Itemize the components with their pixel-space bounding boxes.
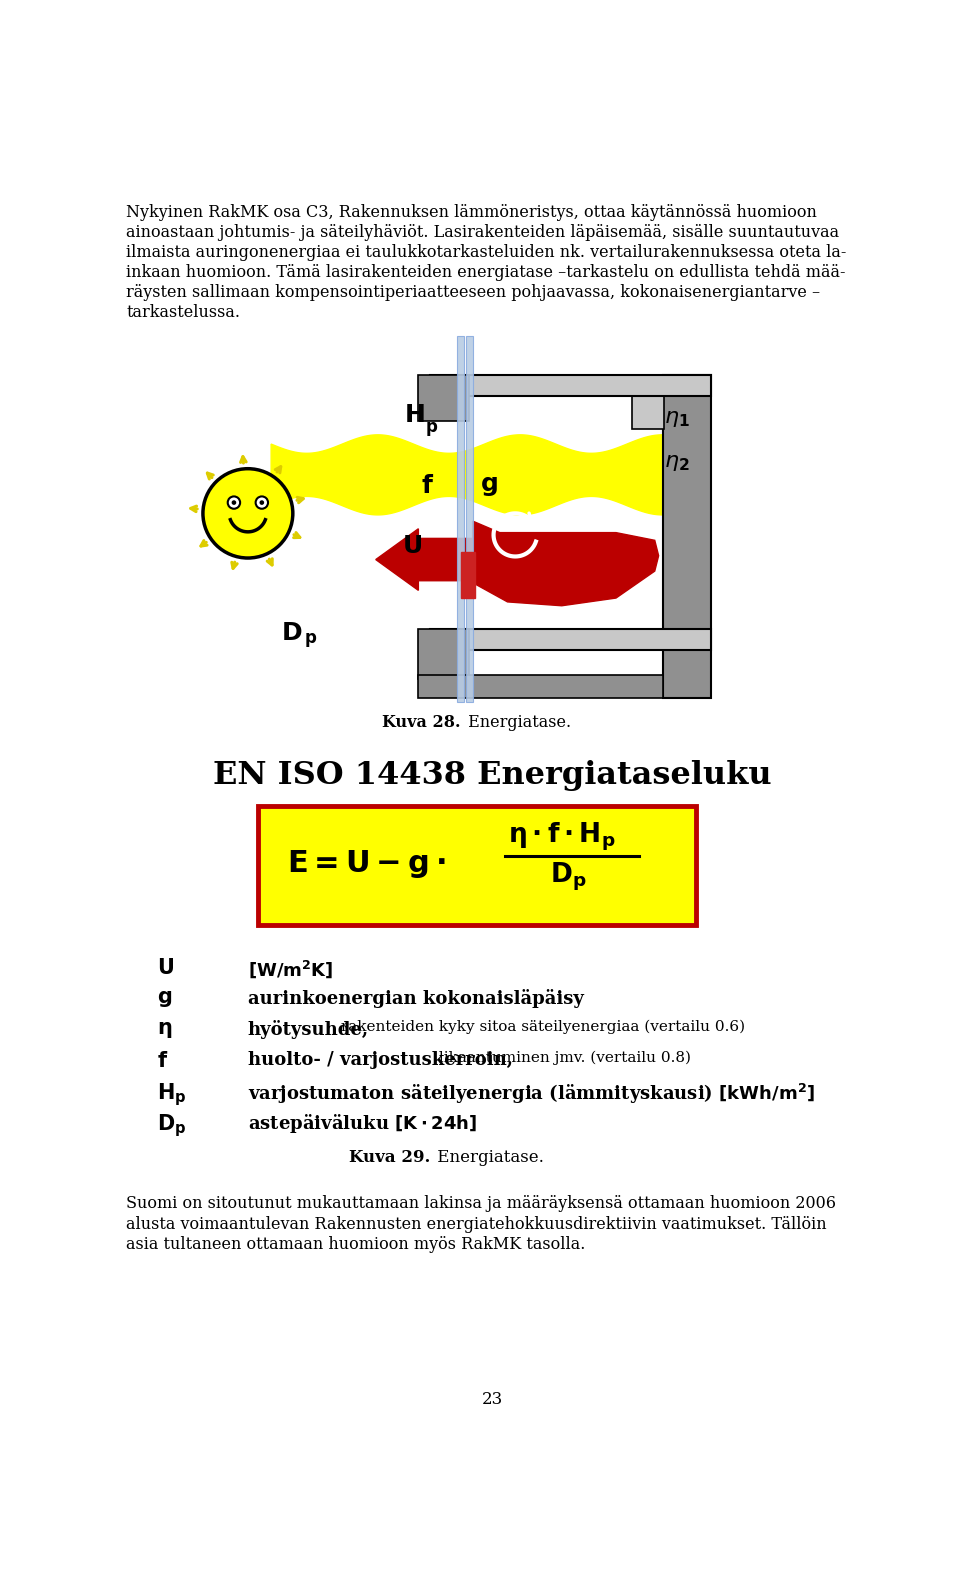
Text: inkaan huomioon. Tämä lasirakenteiden energiatase –tarkastelu on edullista tehdä: inkaan huomioon. Tämä lasirakenteiden en… xyxy=(126,264,846,280)
Bar xyxy=(632,375,664,429)
Text: ilmaista auringonenergiaa ei taulukkotarkasteluiden nk. vertailurakennuksessa ot: ilmaista auringonenergiaa ei taulukkotar… xyxy=(126,244,847,261)
Text: $\mathbf{D_p}$: $\mathbf{D_p}$ xyxy=(550,861,587,893)
Text: Kuva 28.: Kuva 28. xyxy=(382,714,461,731)
Text: tarkastelussa.: tarkastelussa. xyxy=(126,304,240,321)
Text: likaantuminen jmv. (vertailu 0.8): likaantuminen jmv. (vertailu 0.8) xyxy=(434,1051,691,1065)
Text: $\mathbf{H_p}$: $\mathbf{H_p}$ xyxy=(157,1081,187,1108)
Text: $\mathbf{g}$: $\mathbf{g}$ xyxy=(480,475,498,499)
Circle shape xyxy=(259,500,264,505)
Text: $\mathbf{D}$: $\mathbf{D}$ xyxy=(280,621,302,644)
Bar xyxy=(662,375,710,698)
Text: $\mathbf{E = U - g \cdot}$: $\mathbf{E = U - g \cdot}$ xyxy=(287,848,445,880)
Bar xyxy=(419,674,662,698)
Bar xyxy=(461,552,475,598)
Bar xyxy=(419,628,468,679)
Text: $\mathbf{p}$: $\mathbf{p}$ xyxy=(424,419,438,438)
Text: hyötysuhde,: hyötysuhde, xyxy=(248,1019,369,1038)
Text: $\mathbf{U}$: $\mathbf{U}$ xyxy=(157,958,174,978)
Text: varjostumaton säteilyenergia (lämmityskausi) $\mathbf{[kWh/m^2]}$: varjostumaton säteilyenergia (lämmityska… xyxy=(248,1081,815,1105)
Text: $\eta_{\mathbf{2}}$: $\eta_{\mathbf{2}}$ xyxy=(664,453,689,473)
Text: Nykyinen RakMK osa C3, Rakennuksen lämmöneristys, ottaa käytännössä huomioon: Nykyinen RakMK osa C3, Rakennuksen lämmö… xyxy=(126,204,817,220)
Text: huolto- / varjostuskerroin,: huolto- / varjostuskerroin, xyxy=(248,1051,513,1069)
Text: $\mathbf{f}$: $\mathbf{f}$ xyxy=(157,1051,168,1070)
Circle shape xyxy=(231,500,236,505)
Text: rakenteiden kyky sitoa säteilyenergiaa (vertailu 0.6): rakenteiden kyky sitoa säteilyenergiaa (… xyxy=(336,1019,745,1034)
Text: $\mathbf{g}$: $\mathbf{g}$ xyxy=(157,989,173,1010)
Text: ainoastaan johtumis- ja säteilyhäviöt. Lasirakenteiden läpäisemää, sisälle suunt: ainoastaan johtumis- ja säteilyhäviöt. L… xyxy=(126,223,839,241)
Text: $\mathbf{\eta}$: $\mathbf{\eta}$ xyxy=(157,1019,173,1040)
Circle shape xyxy=(203,469,293,559)
Text: Energiatase.: Energiatase. xyxy=(432,1149,543,1165)
Text: $\mathbf{f}$: $\mathbf{f}$ xyxy=(420,475,434,499)
Polygon shape xyxy=(472,521,659,606)
Text: $\mathbf{\eta \cdot f \cdot H_p}$: $\mathbf{\eta \cdot f \cdot H_p}$ xyxy=(508,820,615,853)
Text: $\mathbf{H}$: $\mathbf{H}$ xyxy=(404,404,424,427)
Text: aurinkoenergian kokonaisläpäisy: aurinkoenergian kokonaisläpäisy xyxy=(248,989,584,1008)
FancyArrow shape xyxy=(375,529,472,590)
Bar xyxy=(467,336,473,701)
Bar xyxy=(430,628,710,651)
Circle shape xyxy=(255,497,268,508)
Text: EN ISO 14438 Energiataseluku: EN ISO 14438 Energiataseluku xyxy=(213,760,771,792)
Bar xyxy=(457,336,464,701)
Text: Suomi on sitoutunut mukauttamaan lakinsa ja määräyksensä ottamaan huomioon 2006: Suomi on sitoutunut mukauttamaan lakinsa… xyxy=(126,1195,836,1213)
Bar xyxy=(430,375,710,396)
Polygon shape xyxy=(271,435,662,514)
Text: 23: 23 xyxy=(481,1391,503,1409)
Text: alusta voimaantulevan Rakennusten energiatehokkuusdirektiivin vaatimukset. Tällö: alusta voimaantulevan Rakennusten energi… xyxy=(126,1216,827,1233)
Text: Energiatase.: Energiatase. xyxy=(463,714,570,731)
Text: astepäiväluku $\mathbf{[K \cdot 24h]}$: astepäiväluku $\mathbf{[K \cdot 24h]}$ xyxy=(248,1113,477,1135)
Text: $\mathbf{[W/m^2K]}$: $\mathbf{[W/m^2K]}$ xyxy=(248,958,333,980)
Bar xyxy=(258,806,696,926)
Text: $\mathbf{D_p}$: $\mathbf{D_p}$ xyxy=(157,1113,186,1140)
Text: Kuva 29.: Kuva 29. xyxy=(348,1149,430,1165)
Text: $\eta_{\mathbf{1}}$: $\eta_{\mathbf{1}}$ xyxy=(664,410,690,429)
Text: asia tultaneen ottamaan huomioon myös RakMK tasolla.: asia tultaneen ottamaan huomioon myös Ra… xyxy=(126,1236,586,1254)
Bar xyxy=(419,375,468,421)
Text: $\mathbf{U}$: $\mathbf{U}$ xyxy=(402,533,422,557)
Text: räysten sallimaan kompensointiperiaatteeseen pohjaavassa, kokonaisenergiantarve : räysten sallimaan kompensointiperiaattee… xyxy=(126,283,821,301)
Circle shape xyxy=(228,497,240,508)
Text: $\mathbf{p}$: $\mathbf{p}$ xyxy=(304,632,318,649)
